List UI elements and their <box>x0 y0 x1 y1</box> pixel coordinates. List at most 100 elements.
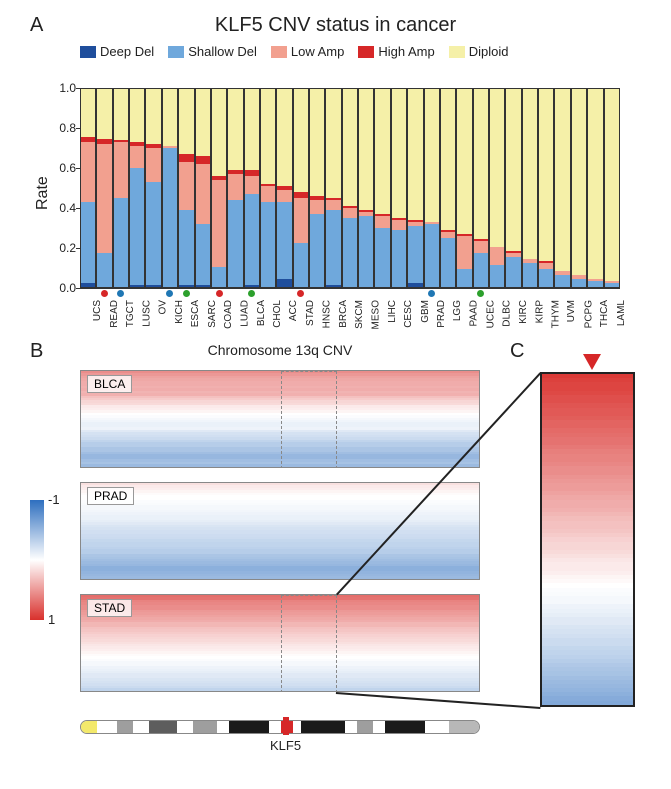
klf5-label: KLF5 <box>270 738 301 753</box>
x-tick: BRCA <box>338 300 349 328</box>
bar-paad <box>456 88 472 288</box>
colorbar-tick: 1 <box>48 612 55 627</box>
bar-laml <box>604 88 620 288</box>
bar-ucs <box>80 88 96 288</box>
x-tick: OV <box>158 300 169 314</box>
x-tick: LUSC <box>141 300 152 327</box>
y-tick: 0.4 <box>50 201 76 215</box>
x-tick: ACC <box>289 300 300 321</box>
colorbar-tick: -1 <box>48 492 60 507</box>
bar-kich <box>162 88 178 288</box>
region-box <box>281 371 337 468</box>
bar-skcm <box>342 88 358 288</box>
bar-blca <box>244 88 260 288</box>
bar-ov <box>145 88 161 288</box>
bar-ucec <box>473 88 489 288</box>
colorbar: -11 <box>30 500 44 620</box>
bar-esca <box>178 88 194 288</box>
x-tick: CHOL <box>272 300 283 328</box>
zoom-arrow-icon <box>583 354 601 370</box>
bar-gbm <box>407 88 423 288</box>
bar-prad <box>424 88 440 288</box>
bar-thca <box>587 88 603 288</box>
x-tick: COAD <box>223 300 234 329</box>
heatmap-label: PRAD <box>87 487 134 505</box>
bar-thym <box>538 88 554 288</box>
x-tick: LIHC <box>387 300 398 323</box>
heatmap-label: BLCA <box>87 375 132 393</box>
bar-stad <box>293 88 309 288</box>
x-tick: READ <box>109 300 120 328</box>
legend: Deep DelShallow DelLow AmpHigh AmpDiploi… <box>80 44 508 59</box>
heatmap-label: STAD <box>87 599 132 617</box>
bar-kirp <box>522 88 538 288</box>
x-tick: PAAD <box>469 300 480 327</box>
bar-acc <box>276 88 292 288</box>
category-dot <box>477 290 484 297</box>
x-tick: UVM <box>567 300 578 322</box>
x-tick: BLCA <box>256 300 267 326</box>
y-tick: 0.0 <box>50 281 76 295</box>
bar-lusc <box>129 88 145 288</box>
panel-label-b: B <box>30 340 43 363</box>
x-tick: HNSC <box>321 300 332 328</box>
panel-label-c: C <box>510 340 524 363</box>
chart-title: KLF5 CNV status in cancer <box>0 14 671 37</box>
panel-b-title: Chromosome 13q CNV <box>80 342 480 358</box>
x-tick: GBM <box>419 300 430 323</box>
x-tick: KICH <box>174 300 185 324</box>
x-tick: MESO <box>370 300 381 329</box>
y-tick: 1.0 <box>50 81 76 95</box>
bar-read <box>96 88 112 288</box>
category-dot <box>428 290 435 297</box>
x-tick: PRAD <box>436 300 447 328</box>
x-tick: DLBC <box>501 300 512 327</box>
bar-luad <box>227 88 243 288</box>
category-dot <box>166 290 173 297</box>
stacked-bars <box>80 88 620 288</box>
bar-coad <box>211 88 227 288</box>
x-tick: THYM <box>550 300 561 328</box>
x-tick: TGCT <box>125 300 136 327</box>
x-tick: KIRP <box>534 300 545 323</box>
x-tick: STAD <box>305 300 316 326</box>
x-tick: CESC <box>403 300 414 328</box>
x-tick: ESCA <box>190 300 201 327</box>
x-tick: KIRC <box>518 300 529 324</box>
category-dot <box>101 290 108 297</box>
x-tick: PCPG <box>583 300 594 328</box>
bar-dlbc <box>489 88 505 288</box>
region-box <box>281 595 337 692</box>
bar-brca <box>325 88 341 288</box>
x-tick: UCEC <box>485 300 496 328</box>
bar-pcpg <box>571 88 587 288</box>
y-tick: 0.2 <box>50 241 76 255</box>
x-tick: SKCM <box>354 300 365 329</box>
heatmap-stad: STAD <box>80 594 480 692</box>
x-tick: LAML <box>616 300 627 326</box>
category-dot <box>183 290 190 297</box>
bar-chol <box>260 88 276 288</box>
heatmap-blca: BLCA <box>80 370 480 468</box>
zoom-connector <box>336 692 540 709</box>
zoom-heatmap <box>540 372 635 707</box>
bar-meso <box>358 88 374 288</box>
y-tick: 0.8 <box>50 121 76 135</box>
category-dots <box>80 290 620 300</box>
klf5-marker <box>283 717 289 735</box>
heatmap-prad: PRAD <box>80 482 480 580</box>
bar-tgct <box>113 88 129 288</box>
y-tick: 0.6 <box>50 161 76 175</box>
category-dot <box>297 290 304 297</box>
category-dot <box>216 290 223 297</box>
bar-uvm <box>554 88 570 288</box>
bar-kirc <box>505 88 521 288</box>
x-tick: LUAD <box>240 300 251 327</box>
category-dot <box>117 290 124 297</box>
x-tick: LGG <box>452 300 463 321</box>
bar-lihc <box>374 88 390 288</box>
bar-sarc <box>195 88 211 288</box>
category-dot <box>248 290 255 297</box>
bar-hnsc <box>309 88 325 288</box>
bar-cesc <box>391 88 407 288</box>
